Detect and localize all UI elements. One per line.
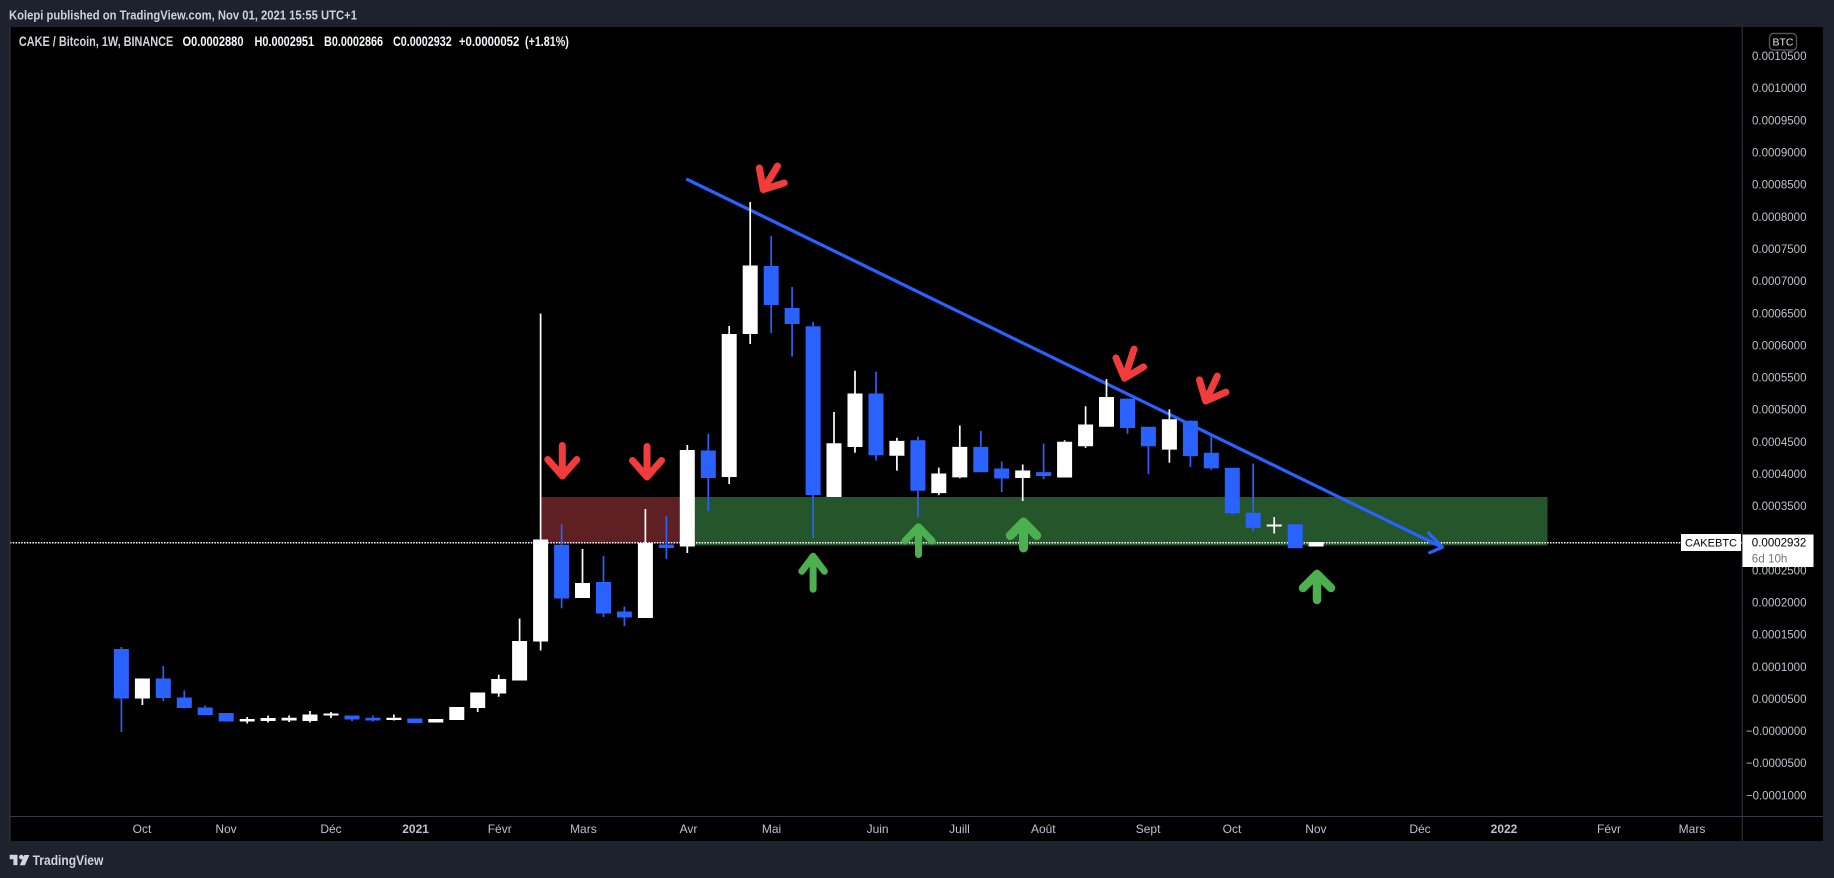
svg-text:C0.0002932: C0.0002932 xyxy=(393,34,452,49)
svg-text:−0.0001000: −0.0001000 xyxy=(1746,790,1807,802)
svg-text:BTC: BTC xyxy=(1773,37,1794,49)
svg-text:0.0001500: 0.0001500 xyxy=(1752,630,1807,642)
svg-text:Mai: Mai xyxy=(762,822,781,836)
svg-text:0.0007000: 0.0007000 xyxy=(1752,276,1807,288)
svg-text:0.0009500: 0.0009500 xyxy=(1752,115,1807,127)
svg-text:Mars: Mars xyxy=(570,822,597,836)
svg-text:Févr: Févr xyxy=(1597,822,1621,836)
svg-text:Déc: Déc xyxy=(1409,822,1430,836)
svg-text:2021: 2021 xyxy=(402,822,429,836)
svg-text:0.0003500: 0.0003500 xyxy=(1752,501,1807,513)
svg-text:Juin: Juin xyxy=(867,822,889,836)
svg-text:0.0008500: 0.0008500 xyxy=(1752,180,1807,192)
svg-text:−0.0000500: −0.0000500 xyxy=(1746,758,1807,770)
svg-text:Févr: Févr xyxy=(488,822,512,836)
svg-text:CAKEBTC: CAKEBTC xyxy=(1685,538,1737,550)
svg-text:TradingView: TradingView xyxy=(33,853,104,868)
svg-text:B0.0002866: B0.0002866 xyxy=(324,34,383,49)
svg-text:0.0000500: 0.0000500 xyxy=(1752,694,1807,706)
svg-text:+0.0000052: +0.0000052 xyxy=(459,34,519,49)
svg-text:Août: Août xyxy=(1031,822,1056,836)
svg-text:0.0002000: 0.0002000 xyxy=(1752,598,1807,610)
svg-text:Déc: Déc xyxy=(320,822,341,836)
svg-text:0.0009000: 0.0009000 xyxy=(1752,148,1807,160)
svg-text:0.0004000: 0.0004000 xyxy=(1752,469,1807,481)
svg-text:0.0010500: 0.0010500 xyxy=(1752,51,1807,63)
svg-text:0.0006000: 0.0006000 xyxy=(1752,340,1807,352)
svg-text:Avr: Avr xyxy=(680,822,698,836)
svg-text:H0.0002951: H0.0002951 xyxy=(255,34,315,49)
svg-text:0.0007500: 0.0007500 xyxy=(1752,244,1807,256)
svg-text:0.0005000: 0.0005000 xyxy=(1752,405,1807,417)
svg-text:Oct: Oct xyxy=(133,822,152,836)
svg-text:2022: 2022 xyxy=(1491,822,1518,836)
svg-text:Oct: Oct xyxy=(1223,822,1242,836)
svg-text:CAKE / Bitcoin, 1W, BINANCE: CAKE / Bitcoin, 1W, BINANCE xyxy=(19,34,173,49)
svg-text:Kolepi published on TradingVie: Kolepi published on TradingView.com, Nov… xyxy=(9,9,357,23)
svg-text:Nov: Nov xyxy=(215,822,236,836)
svg-text:0.0006500: 0.0006500 xyxy=(1752,308,1807,320)
svg-text:0.0002500: 0.0002500 xyxy=(1752,565,1807,577)
svg-text:(+1.81%): (+1.81%) xyxy=(525,34,569,49)
svg-text:−0.0000000: −0.0000000 xyxy=(1746,726,1807,738)
svg-text:0.0010000: 0.0010000 xyxy=(1752,83,1807,95)
svg-text:0.0004500: 0.0004500 xyxy=(1752,437,1807,449)
svg-text:Nov: Nov xyxy=(1305,822,1326,836)
svg-text:Mars: Mars xyxy=(1679,822,1706,836)
svg-text:Juill: Juill xyxy=(949,822,970,836)
svg-text:0.0008000: 0.0008000 xyxy=(1752,212,1807,224)
svg-text:O0.0002880: O0.0002880 xyxy=(183,34,244,49)
svg-text:Sept: Sept xyxy=(1136,822,1161,836)
svg-text:0.0005500: 0.0005500 xyxy=(1752,373,1807,385)
svg-text:0.0001000: 0.0001000 xyxy=(1752,662,1807,674)
svg-text:0.0002932: 0.0002932 xyxy=(1752,538,1807,550)
svg-text:6d 10h: 6d 10h xyxy=(1752,554,1788,566)
